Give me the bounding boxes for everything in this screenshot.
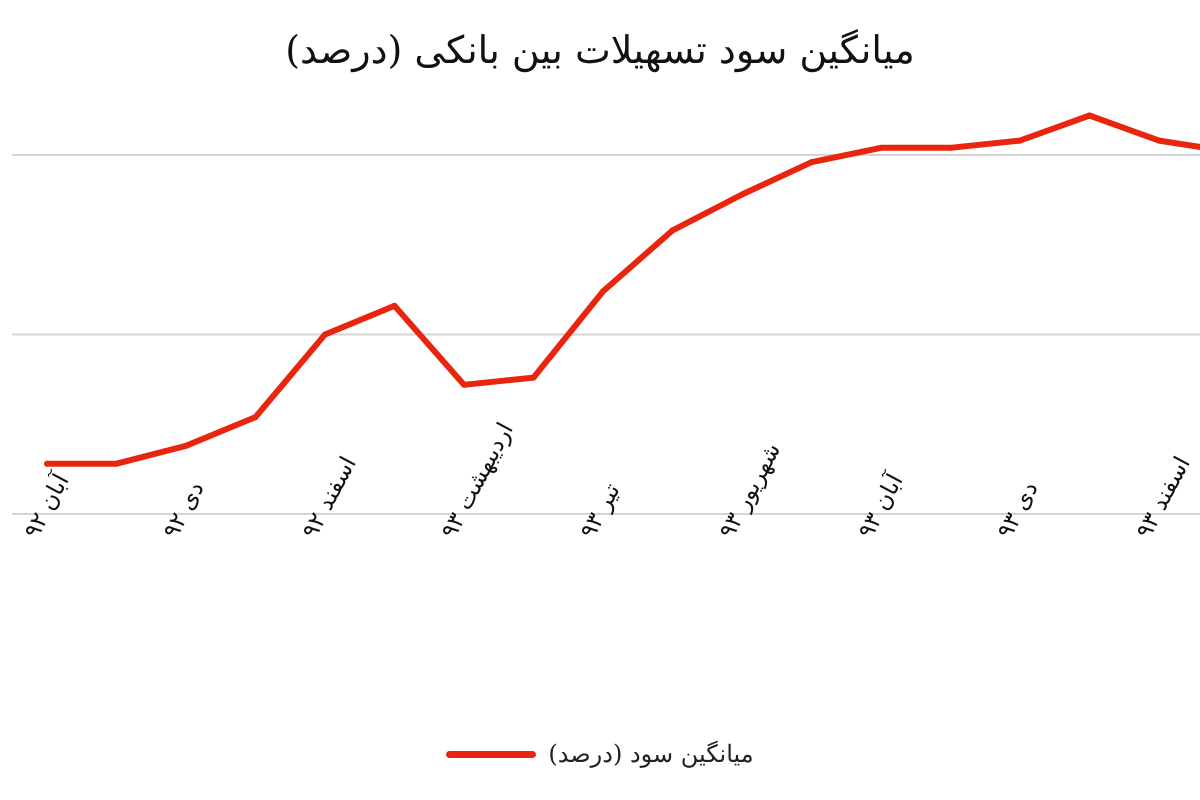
data-point-15	[1086, 112, 1093, 119]
x-tick-label-7: دی ۹۳	[992, 477, 1043, 542]
data-point-3	[252, 414, 259, 421]
gridlines	[12, 154, 1200, 515]
data-point-11	[808, 159, 815, 166]
legend-label: میانگین سود (درصد)	[548, 740, 754, 768]
data-point-8	[600, 288, 606, 295]
data-point-2	[183, 442, 189, 449]
x-axis-ticks: آبان ۹۲ دی ۹۲ اسفند ۹۲ اردیبهشت ۹۳ تیر ۹۳ شهر…	[18, 419, 1196, 543]
x-tick-label-5: شهریور ۹۳	[714, 439, 786, 543]
data-point-4	[322, 331, 328, 338]
series-layer	[44, 112, 1200, 467]
x-tick-label-6: آبان ۹۳	[852, 468, 910, 543]
x-tick-label-0: آبان ۹۲	[18, 468, 76, 543]
data-point-1	[113, 460, 120, 467]
data-point-9	[669, 227, 676, 234]
x-tick-label-3: اردیبهشت ۹۳	[436, 419, 518, 543]
legend-swatch	[446, 750, 537, 758]
data-point-5	[391, 302, 398, 309]
x-tick-label-4: تیر ۹۳	[575, 479, 625, 542]
chart-title: میانگین سود تسهیلات بین بانکی (درصد)	[285, 28, 915, 72]
series-line-0	[44, 112, 1200, 467]
data-point-7	[530, 374, 537, 381]
x-tick-label-8: اسفند ۹۳	[1131, 453, 1195, 543]
data-point-12	[878, 144, 884, 151]
data-point-13	[947, 144, 954, 151]
data-point-14	[1017, 137, 1023, 144]
data-point-16	[1156, 137, 1162, 144]
x-tick-label-1: دی ۹۲	[158, 477, 209, 542]
data-point-0	[44, 460, 50, 467]
data-point-6	[461, 381, 467, 388]
x-tick-label-2: اسفند ۹۲	[297, 453, 361, 543]
legend: میانگین سود (درصد)	[0, 740, 1200, 768]
data-point-10	[739, 191, 745, 198]
